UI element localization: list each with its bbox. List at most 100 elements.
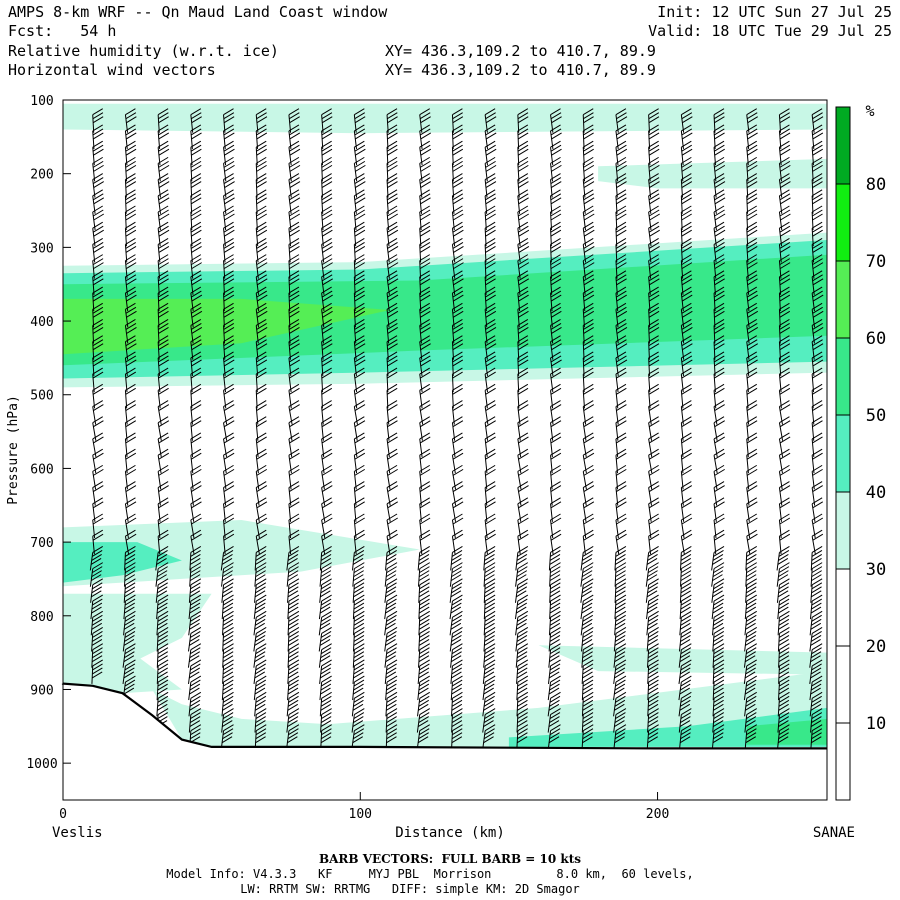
wind-barb-654 — [613, 730, 617, 749]
wind-barb-338 — [352, 665, 355, 684]
wind-barb-884 — [809, 665, 813, 684]
wind-barb-216 — [254, 584, 257, 603]
wind-barb-450 — [449, 584, 453, 603]
wind-barb-237 — [288, 293, 291, 312]
wind-barb-497 — [482, 714, 486, 733]
wind-barb-448 — [450, 552, 453, 571]
wind-barb-224 — [254, 714, 257, 733]
wind-barb-744 — [713, 293, 716, 312]
wind-barb-487 — [483, 552, 486, 571]
colorbar-bin-6 — [836, 107, 850, 184]
wind-barb-748 — [713, 357, 716, 376]
wind-barb-767 — [712, 665, 715, 684]
wind-barb-839 — [776, 568, 780, 587]
wind-barb-574 — [547, 698, 552, 717]
wind-barb-423 — [451, 147, 454, 166]
wind-barb-577 — [582, 114, 585, 133]
wind-barb-280 — [321, 357, 324, 376]
wind-barb-176 — [221, 568, 225, 587]
y-tick-label: 200 — [30, 168, 53, 183]
wind-barb-269 — [321, 179, 323, 198]
wind-barb-847 — [777, 698, 780, 717]
wind-barb-515 — [517, 374, 520, 393]
y-tick-label: 1000 — [26, 757, 57, 772]
wind-barb-358 — [386, 357, 389, 376]
wind-barb-392 — [419, 276, 422, 295]
wind-barb-494 — [482, 665, 486, 684]
wind-barb-342 — [351, 730, 355, 749]
rh-region-14 — [746, 718, 827, 745]
wind-barb-102 — [156, 617, 159, 636]
wind-barb-418 — [417, 698, 421, 717]
wind-barb-457 — [451, 698, 453, 717]
wind-barb-728 — [678, 665, 682, 684]
wind-barb-33 — [91, 649, 94, 668]
wind-barb-300 — [319, 682, 323, 701]
wind-barb-571 — [548, 649, 552, 668]
wind-barb-547 — [550, 260, 552, 279]
wind-barb-456 — [450, 682, 453, 701]
wind-barb-455 — [450, 665, 453, 684]
wind-barb-11 — [92, 293, 95, 312]
wind-barb-589 — [582, 309, 585, 328]
wind-barb-191 — [255, 179, 258, 198]
wind-barb-613 — [581, 698, 584, 717]
wind-barb-527 — [515, 568, 519, 587]
wind-barb-138 — [188, 584, 192, 603]
wind-barb-624 — [615, 244, 618, 263]
wind-barb-526 — [515, 552, 519, 571]
colorbar-bin-2 — [836, 415, 850, 492]
wind-barb-569 — [548, 617, 552, 636]
wind-barb-683 — [645, 568, 650, 587]
x-axis-label: Distance (km) — [395, 825, 505, 841]
wind-barb-612 — [581, 682, 584, 701]
wind-barb-40 — [124, 195, 127, 214]
wind-barb-31 — [90, 617, 94, 636]
wind-barb-732 — [679, 730, 682, 749]
colorbar-tick-label: 10 — [866, 714, 886, 734]
y-axis-label: Pressure (hPa) — [6, 395, 21, 505]
wind-barb-646 — [614, 601, 617, 620]
wind-barb-857 — [811, 228, 814, 247]
wind-barb-690 — [647, 682, 650, 701]
rh-region-6 — [63, 520, 420, 587]
wind-barb-177 — [221, 584, 225, 603]
wind-barb-451 — [449, 600, 453, 620]
wind-barb-882 — [809, 633, 813, 652]
wind-barb-262 — [286, 698, 290, 717]
wind-barb-27 — [89, 552, 94, 571]
wind-barb-701 — [680, 228, 683, 247]
wind-barb-181 — [222, 649, 225, 668]
wind-barb-332 — [352, 568, 355, 587]
wind-barb-41 — [124, 211, 127, 231]
wind-barb-655 — [648, 114, 650, 133]
wind-barb-258 — [287, 633, 290, 652]
wind-barb-881 — [809, 617, 813, 636]
wind-barb-885 — [809, 682, 813, 701]
wind-barb-848 — [777, 714, 780, 733]
wind-barb-535 — [516, 698, 519, 717]
wind-barb-727 — [678, 649, 682, 668]
wind-barb-821 — [778, 276, 782, 295]
wind-barb-99 — [155, 568, 159, 587]
wind-barb-435 — [451, 341, 454, 360]
wind-barb-724 — [679, 601, 682, 620]
wind-barb-822 — [778, 293, 781, 312]
wind-barb-0 — [92, 114, 95, 133]
wind-barb-104 — [156, 649, 159, 668]
barb-note: BARB VECTORS: FULL BARB = 10 kts — [318, 852, 582, 866]
wind-barb-879 — [810, 584, 813, 603]
plot-frame — [62, 99, 828, 801]
wind-barb-692 — [647, 714, 650, 733]
wind-barb-256 — [287, 601, 290, 620]
wind-barb-762 — [711, 584, 715, 603]
wind-barb-886 — [809, 698, 813, 717]
wind-barb-315 — [353, 293, 356, 312]
wind-barb-374 — [384, 617, 388, 636]
wind-barb-844 — [778, 649, 780, 668]
wind-barb-140 — [188, 617, 192, 636]
wind-barb-29 — [90, 584, 94, 603]
colorbar-bin-3 — [836, 338, 850, 415]
wind-barb-878 — [810, 568, 813, 587]
wind-barb-266 — [321, 130, 324, 149]
